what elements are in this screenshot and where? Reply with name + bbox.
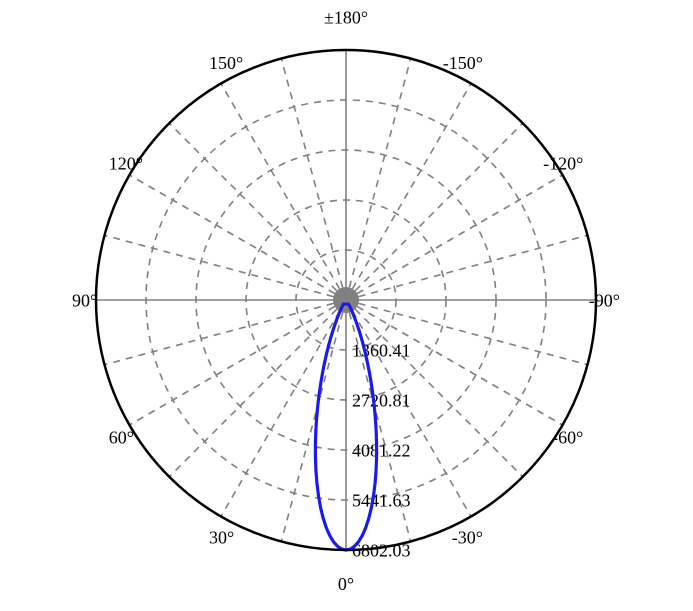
angle-label: -90° xyxy=(589,290,620,310)
radial-label: 4081.22 xyxy=(352,440,411,460)
angle-label: ±180° xyxy=(324,7,368,27)
angle-label: -60° xyxy=(552,427,583,447)
angle-label: 30° xyxy=(209,528,234,548)
angle-label: -30° xyxy=(452,528,483,548)
radial-label: 2720.81 xyxy=(352,390,411,410)
radial-label: 5441.63 xyxy=(352,490,411,510)
radial-label: 1360.41 xyxy=(352,340,411,360)
angle-label: 90° xyxy=(72,290,97,310)
angle-label: 150° xyxy=(209,53,243,73)
angle-label: 60° xyxy=(109,427,134,447)
polar-chart: ±180°-150°150°-120°120°-90°90°-60°60°-30… xyxy=(0,0,693,611)
angle-label: -150° xyxy=(443,53,483,73)
angle-label: 0° xyxy=(338,574,354,594)
